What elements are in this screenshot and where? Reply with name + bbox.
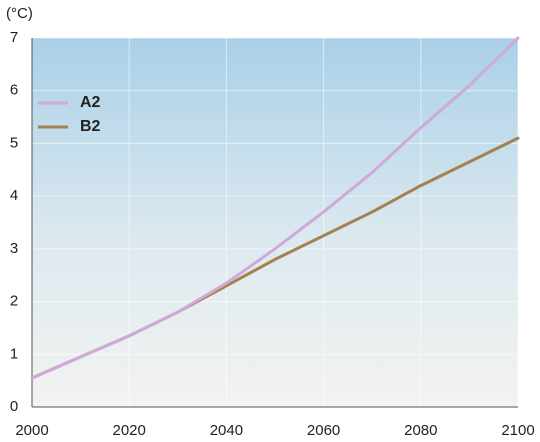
x-tick-label: 2020 <box>113 422 146 439</box>
x-tick-label: 2060 <box>307 422 340 439</box>
y-tick-label: 5 <box>10 134 18 151</box>
y-tick-label: 3 <box>10 240 18 257</box>
y-tick-label: 7 <box>10 29 18 46</box>
y-unit: (°C) <box>6 5 33 22</box>
y-tick-label: 0 <box>10 398 18 415</box>
y-tick-label: 6 <box>10 82 18 99</box>
legend-label: B2 <box>80 118 101 135</box>
x-tick-label: 2040 <box>210 422 243 439</box>
y-tick-label: 1 <box>10 345 18 362</box>
plot-area <box>32 38 518 407</box>
x-tick-label: 2000 <box>15 422 48 439</box>
line-series <box>30 36 520 380</box>
y-tick-label: 4 <box>10 187 18 204</box>
x-tick-label: 2100 <box>501 422 534 439</box>
y-tick-label: 2 <box>10 293 18 310</box>
legend-label: A2 <box>80 94 101 111</box>
x-tick-label: 2080 <box>404 422 437 439</box>
